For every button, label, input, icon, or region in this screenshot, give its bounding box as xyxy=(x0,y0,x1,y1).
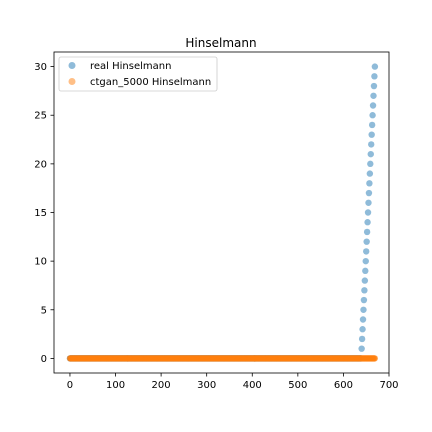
data-point xyxy=(362,267,369,275)
x-tick-label: 400 xyxy=(243,380,262,391)
data-point xyxy=(363,248,370,255)
x-tick-label: 300 xyxy=(197,380,216,391)
data-point xyxy=(358,335,366,343)
data-point xyxy=(363,228,371,236)
series-ctgan-hinselmann xyxy=(66,355,379,362)
data-point xyxy=(369,102,377,109)
data-point xyxy=(363,238,370,245)
x-tick-label: 200 xyxy=(152,380,171,391)
data-point xyxy=(359,316,367,323)
data-point xyxy=(371,355,379,362)
data-point xyxy=(358,345,365,352)
x-tick-label: 700 xyxy=(379,380,398,391)
y-axis: 0 5 10 15 20 25 30 xyxy=(34,62,54,365)
data-point xyxy=(362,257,369,265)
data-point xyxy=(367,150,374,158)
legend-label-real: real Hinselmann xyxy=(90,61,171,72)
data-point xyxy=(368,131,375,138)
x-tick-label: 600 xyxy=(334,380,353,391)
data-point xyxy=(360,296,368,304)
data-point xyxy=(359,326,366,333)
chart-title: Hinselmann xyxy=(185,36,256,50)
axes-background xyxy=(54,52,389,373)
data-point xyxy=(371,73,378,80)
data-point xyxy=(364,209,372,216)
data-point xyxy=(366,170,374,177)
legend: real Hinselmann ctgan_5000 Hinselmann xyxy=(58,56,218,92)
y-tick-label: 20 xyxy=(34,159,47,170)
y-tick-label: 25 xyxy=(34,111,47,122)
data-point xyxy=(361,287,368,294)
plot-area xyxy=(53,51,390,374)
x-tick-label: 0 xyxy=(67,380,73,391)
data-point xyxy=(370,82,378,90)
data-point xyxy=(368,141,375,148)
data-point xyxy=(360,306,367,313)
data-point xyxy=(368,121,376,129)
y-tick-label: 15 xyxy=(34,208,47,219)
y-tick-label: 10 xyxy=(34,257,47,268)
data-point xyxy=(364,219,371,226)
legend-box xyxy=(58,56,218,92)
legend-marker-ctgan xyxy=(68,78,76,85)
data-point xyxy=(367,160,374,168)
x-axis: 0 100 200 300 400 500 600 700 xyxy=(67,373,399,391)
data-point xyxy=(371,63,379,70)
x-tick-label: 500 xyxy=(288,380,307,391)
data-marks xyxy=(66,63,379,362)
legend-label-ctgan: ctgan_5000 Hinselmann xyxy=(90,77,211,88)
data-point xyxy=(365,189,373,197)
data-point xyxy=(361,277,369,284)
y-tick-label: 0 xyxy=(41,354,47,365)
y-tick-label: 5 xyxy=(41,305,47,316)
data-point xyxy=(369,112,376,119)
data-point xyxy=(366,180,373,187)
data-point xyxy=(370,92,377,99)
legend-marker-real xyxy=(68,62,76,69)
y-tick-label: 30 xyxy=(34,62,47,73)
x-tick-label: 100 xyxy=(106,380,125,391)
data-point xyxy=(365,199,372,206)
